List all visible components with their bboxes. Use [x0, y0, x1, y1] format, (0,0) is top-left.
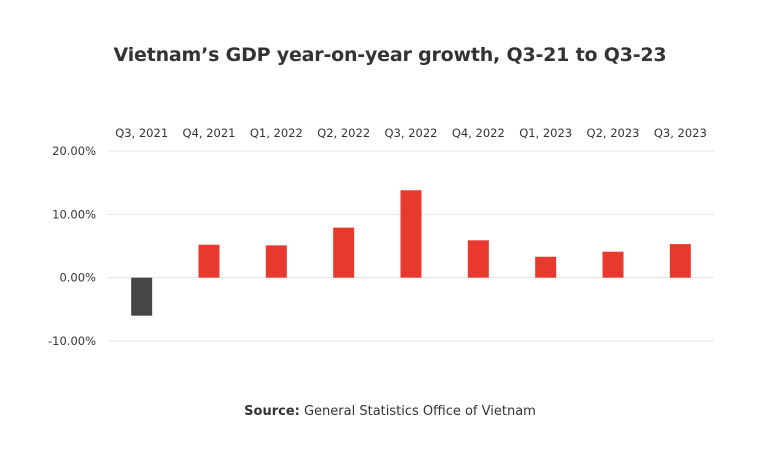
bar	[333, 227, 355, 278]
bar	[400, 190, 422, 278]
bars	[131, 190, 691, 316]
category-labels: Q3, 2021 Q4, 2021 Q1, 2022 Q2, 2022 Q3, 2022…	[115, 126, 707, 140]
y-tick-label: 0.00%	[59, 271, 96, 285]
source-text: General Statistics Office of Vietnam	[299, 404, 536, 419]
category-label: Q4, 2022	[452, 126, 505, 140]
category-label: Q3, 2021	[115, 126, 168, 140]
bar	[265, 245, 287, 278]
bar	[131, 277, 153, 316]
source-note: Source: General Statistics Office of Vie…	[0, 404, 780, 419]
bar	[467, 240, 489, 278]
category-label: Q2, 2023	[587, 126, 640, 140]
category-label: Q3, 2022	[385, 126, 438, 140]
y-axis-ticks: 20.00% 10.00% 0.00% -10.00%	[48, 144, 96, 348]
category-label: Q1, 2023	[519, 126, 572, 140]
category-label: Q2, 2022	[317, 126, 370, 140]
bar	[535, 256, 557, 278]
category-label: Q4, 2021	[183, 126, 236, 140]
y-tick-label: 10.00%	[52, 207, 96, 221]
chart-title: Vietnam’s GDP year-on-year growth, Q3-21…	[113, 44, 667, 66]
category-label: Q1, 2022	[250, 126, 303, 140]
bar	[669, 244, 691, 278]
bar	[198, 244, 220, 278]
y-tick-label: -10.00%	[48, 334, 96, 348]
source-label: Source:	[244, 404, 300, 419]
y-tick-label: 20.00%	[52, 144, 96, 158]
category-label: Q3, 2023	[654, 126, 707, 140]
bar	[602, 251, 624, 278]
